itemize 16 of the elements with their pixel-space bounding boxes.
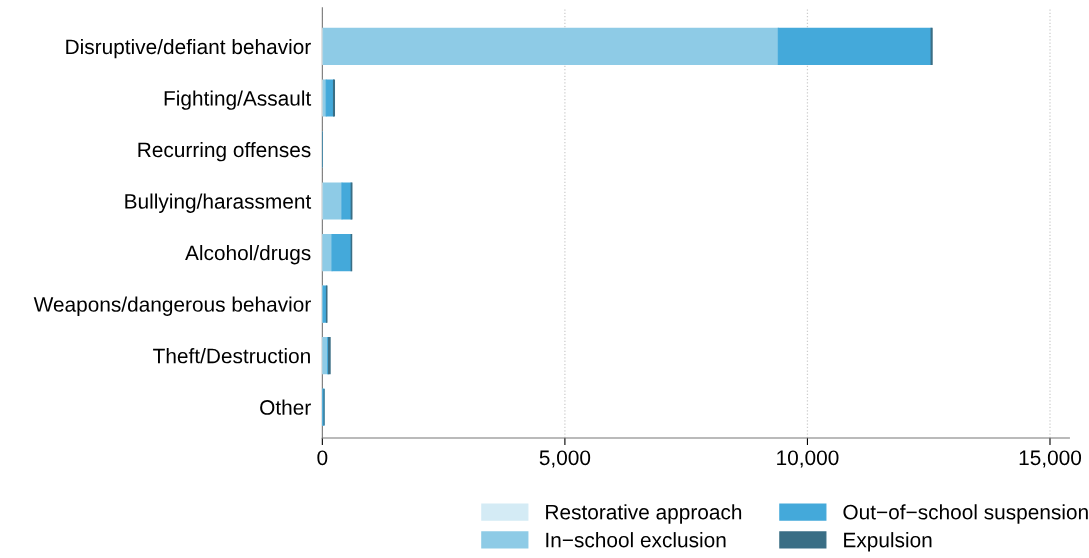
y-tick-label: Fighting/Assault [164,90,312,110]
x-tick-label: 10,000 [777,450,839,468]
legend-label: Expulsion [844,532,932,552]
y-tick-label: Alcohol/drugs [185,245,311,265]
x-tick-label: 5,000 [539,450,591,468]
legend-label: Restorative approach [546,504,742,524]
y-tick-label: Bullying/harassment [125,193,312,213]
legend-label: Out−of−school suspension [843,504,1088,524]
y-tick-label: Disruptive/defiant behavior [66,38,311,59]
y-tick-label: Recurring offenses [138,141,311,162]
x-tick-label: 15,000 [1019,450,1082,468]
legend-label: In−school exclusion [546,532,726,548]
y-tick-label: Weapons/dangerous behavior [33,296,311,316]
y-tick-label: Other [260,399,311,415]
y-tick-label: Theft/Destruction [153,348,310,364]
x-tick-label: 0 [317,450,328,466]
